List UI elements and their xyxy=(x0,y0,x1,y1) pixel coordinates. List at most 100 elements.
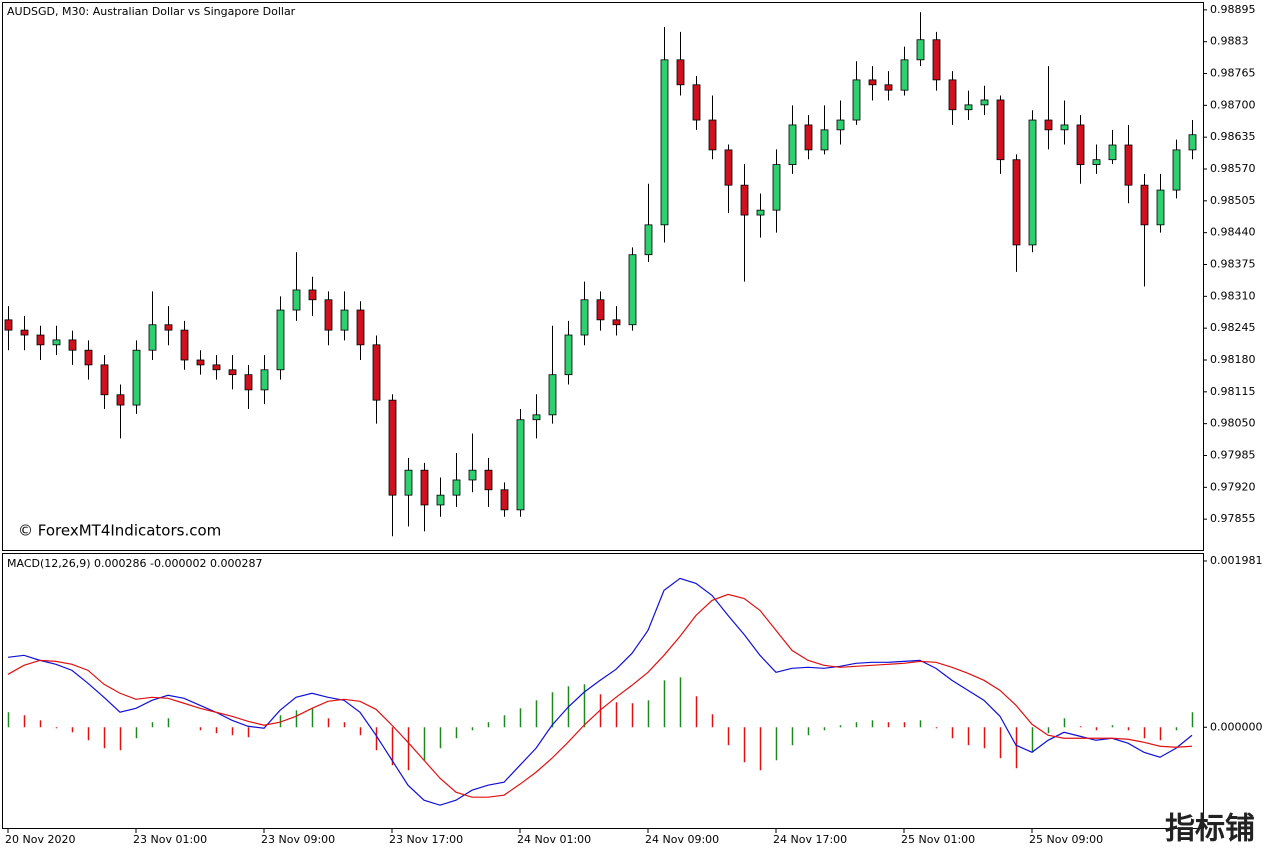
y-tick-label: 0.98700 xyxy=(1210,98,1256,111)
candle-body xyxy=(564,334,573,376)
candle-body xyxy=(484,469,493,491)
chart-title: AUDSGD, M30: Australian Dollar vs Singap… xyxy=(7,5,296,18)
indicator-line xyxy=(7,577,1193,806)
candle-body xyxy=(244,374,253,391)
y-tick-label: 0.98375 xyxy=(1210,258,1256,271)
candle-body xyxy=(4,319,13,331)
candle-body xyxy=(388,399,397,496)
candle-body xyxy=(612,319,621,326)
candle-body xyxy=(1028,119,1037,246)
indicator-line xyxy=(7,593,1193,798)
candle-body xyxy=(68,339,77,351)
y-tick-label: 0.98245 xyxy=(1210,321,1256,334)
candle-body xyxy=(724,149,733,186)
candle-body xyxy=(228,369,237,376)
y-tick-label: 0.97920 xyxy=(1210,480,1256,493)
x-tick-label: 24 Nov 09:00 xyxy=(645,833,719,846)
candle-body xyxy=(180,329,189,361)
y-tick-label: 0.98180 xyxy=(1210,353,1256,366)
candle-body xyxy=(692,84,701,121)
candle-body xyxy=(660,59,669,226)
candle-body xyxy=(468,469,477,481)
candle-body xyxy=(868,79,877,86)
candle-body xyxy=(308,289,317,301)
y-tick-label: 0.98895 xyxy=(1210,3,1256,16)
candle-body xyxy=(420,469,429,506)
y-tick-label: 0.97855 xyxy=(1210,512,1256,525)
candle-body xyxy=(340,309,349,331)
y-tick-label: 0.001981 xyxy=(1210,554,1263,567)
candle-body xyxy=(1124,144,1133,186)
x-tick-label: 23 Nov 17:00 xyxy=(389,833,463,846)
x-tick-label: 24 Nov 01:00 xyxy=(517,833,591,846)
candle-body xyxy=(1172,149,1181,191)
candle-body xyxy=(932,39,941,81)
x-tick-label: 25 Nov 09:00 xyxy=(1029,833,1103,846)
candle-body xyxy=(132,349,141,406)
candle-body xyxy=(1092,159,1101,166)
candle-body xyxy=(948,79,957,111)
candle-body xyxy=(580,299,589,336)
y-tick-label: 0.98115 xyxy=(1210,385,1256,398)
candle-body xyxy=(452,479,461,496)
candle-body xyxy=(1140,184,1149,226)
candle-body xyxy=(1060,124,1069,131)
candle-body xyxy=(916,39,925,61)
x-tick-label: 24 Nov 17:00 xyxy=(773,833,847,846)
candle-body xyxy=(196,359,205,366)
candle-body xyxy=(708,119,717,151)
y-tick-label: 0.98635 xyxy=(1210,130,1256,143)
candle-body xyxy=(20,329,29,336)
candle-body xyxy=(884,84,893,91)
indicator-label: MACD(12,26,9) 0.000286 -0.000002 0.00028… xyxy=(7,557,262,570)
candle-body xyxy=(964,104,973,111)
y-tick-label: 0.98440 xyxy=(1210,226,1256,239)
candle-body xyxy=(900,59,909,91)
candle-body xyxy=(820,129,829,151)
candle-body xyxy=(52,339,61,346)
candle-body xyxy=(788,124,797,166)
y-tick-label: 0.98050 xyxy=(1210,417,1256,430)
candle-body xyxy=(996,99,1005,161)
candle-body xyxy=(148,324,157,351)
macd-panel xyxy=(2,553,1204,829)
corner-mark: 指标铺 xyxy=(1165,812,1255,847)
candle-body xyxy=(836,119,845,131)
candle-body xyxy=(164,324,173,331)
candle-body xyxy=(276,309,285,371)
candle-body xyxy=(1012,159,1021,246)
candle-body xyxy=(212,364,221,371)
candle-body xyxy=(260,369,269,391)
candle-body xyxy=(516,419,525,511)
candle-body xyxy=(36,334,45,346)
y-tick-label: 0.9883 xyxy=(1210,35,1249,48)
candle-body xyxy=(980,99,989,106)
candle-body xyxy=(1188,134,1197,151)
candle-body xyxy=(548,374,557,416)
y-tick-label: 0.98505 xyxy=(1210,194,1256,207)
candle-body xyxy=(84,349,93,366)
y-tick-label: 0.98310 xyxy=(1210,289,1256,302)
y-tick-label: 0.98765 xyxy=(1210,67,1256,80)
candle-body xyxy=(532,414,541,421)
y-tick-label: 0.98570 xyxy=(1210,162,1256,175)
candle-body xyxy=(772,164,781,211)
candle-body xyxy=(100,364,109,396)
x-tick-label: 20 Nov 2020 xyxy=(5,833,75,846)
candle-body xyxy=(116,394,125,406)
candle-body xyxy=(596,299,605,321)
candle-body xyxy=(676,59,685,86)
candle-body xyxy=(804,124,813,151)
candle-body xyxy=(644,224,653,256)
candle-body xyxy=(756,209,765,216)
candle-body xyxy=(500,489,509,511)
candle-body xyxy=(436,494,445,506)
y-tick-label: 0.000000 xyxy=(1210,720,1263,733)
x-tick-label: 23 Nov 09:00 xyxy=(261,833,335,846)
candle-body xyxy=(1076,124,1085,166)
candle-body xyxy=(1108,144,1117,161)
candle-body xyxy=(372,344,381,401)
candle-body xyxy=(628,254,637,326)
